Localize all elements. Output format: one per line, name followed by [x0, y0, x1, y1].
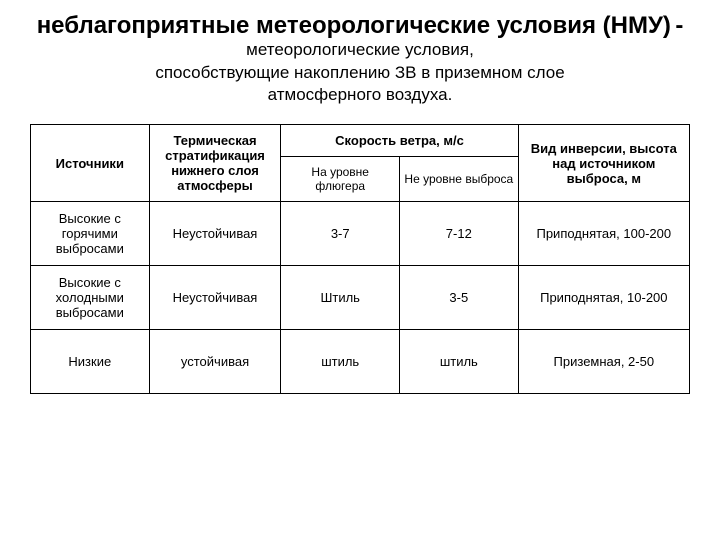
cell-strat: устойчивая: [149, 330, 281, 394]
th-stratification: Термическая стратификация нижнего слоя а…: [149, 125, 281, 202]
cell-wind-a: 3-7: [281, 202, 400, 266]
cell-strat: Неустойчивая: [149, 266, 281, 330]
table-row: Высокие с горячими выбросами Неустойчива…: [31, 202, 690, 266]
title-sub2: способствующие накоплению ЗВ в приземном…: [30, 62, 690, 106]
th-sources: Источники: [31, 125, 150, 202]
cell-wind-b: штиль: [400, 330, 519, 394]
title-sub2-line2: атмосферного воздуха.: [268, 85, 453, 104]
table-row: Высокие с холодными выбросами Неустойчив…: [31, 266, 690, 330]
cell-source: Высокие с холодными выбросами: [31, 266, 150, 330]
nmu-table: Источники Термическая стратификация нижн…: [30, 124, 690, 394]
cell-inversion: Приподнятая, 100-200: [518, 202, 689, 266]
th-wind-emission: Не уровне выброса: [400, 157, 519, 202]
title-dash: -: [675, 12, 683, 39]
cell-source: Высокие с горячими выбросами: [31, 202, 150, 266]
cell-wind-b: 7-12: [400, 202, 519, 266]
th-wind-vane: На уровне флюгера: [281, 157, 400, 202]
cell-wind-b: 3-5: [400, 266, 519, 330]
table-row: Низкие устойчивая штиль штиль Приземная,…: [31, 330, 690, 394]
cell-wind-a: Штиль: [281, 266, 400, 330]
title-block: неблагоприятные метеорологические услови…: [30, 12, 690, 106]
cell-inversion: Приземная, 2-50: [518, 330, 689, 394]
title-sub2-line1: способствующие накоплению ЗВ в приземном…: [155, 63, 564, 82]
title-main: неблагоприятные метеорологические услови…: [37, 12, 671, 39]
cell-wind-a: штиль: [281, 330, 400, 394]
th-inversion: Вид инверсии, высота над источником выбр…: [518, 125, 689, 202]
cell-strat: Неустойчивая: [149, 202, 281, 266]
title-sub1: метеорологические условия,: [246, 40, 474, 59]
th-wind-speed: Скорость ветра, м/с: [281, 125, 518, 157]
cell-inversion: Приподнятая, 10-200: [518, 266, 689, 330]
header-row-1: Источники Термическая стратификация нижн…: [31, 125, 690, 157]
cell-source: Низкие: [31, 330, 150, 394]
